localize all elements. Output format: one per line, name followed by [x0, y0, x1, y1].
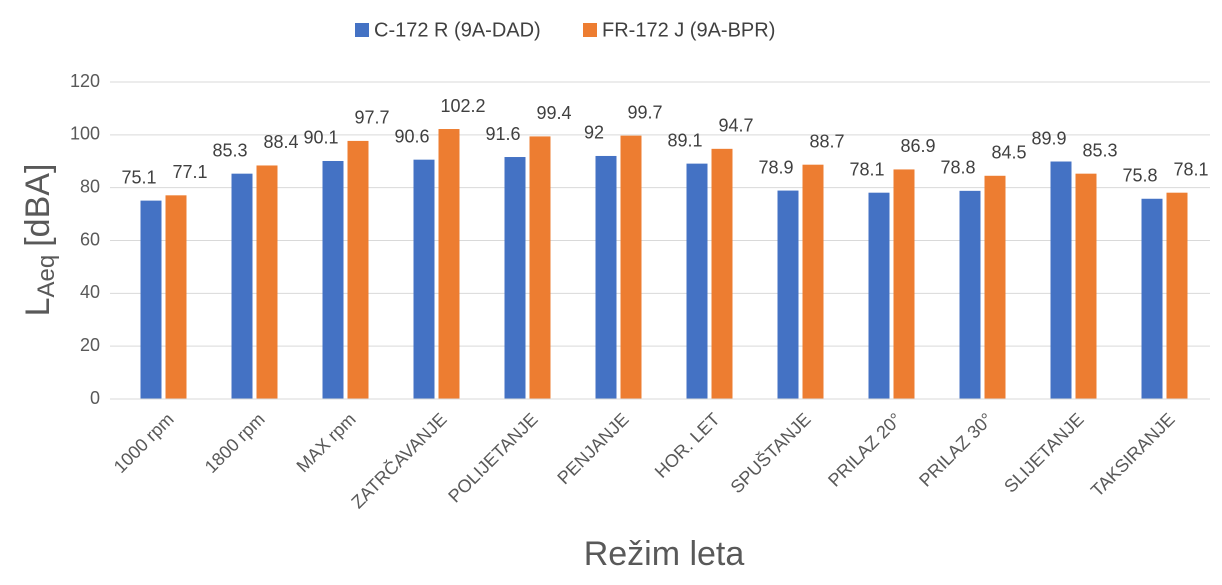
- x-tick-label: 1000 rpm: [110, 409, 178, 477]
- bar: [868, 192, 890, 399]
- bar: [1166, 192, 1188, 399]
- x-tick-label: PRILAZ 20°: [824, 409, 905, 490]
- y-tick-label: 20: [80, 335, 100, 355]
- x-tick-label: HOR. LET: [651, 409, 724, 482]
- value-label: 91.6: [485, 124, 520, 144]
- value-label: 78.8: [940, 158, 975, 178]
- value-label: 75.8: [1122, 166, 1157, 186]
- bar: [140, 200, 162, 399]
- legend-swatch: [355, 23, 369, 37]
- y-tick-label: 0: [90, 388, 100, 408]
- value-label: 78.1: [849, 159, 884, 179]
- value-label: 85.3: [212, 140, 247, 160]
- bar: [231, 173, 253, 399]
- y-tick-label: 60: [80, 229, 100, 249]
- x-tick-label: MAX rpm: [293, 409, 360, 476]
- bar: [893, 169, 915, 399]
- y-axis-title-unit: [dBA]: [19, 164, 57, 247]
- bar: [256, 165, 278, 399]
- value-label: 90.1: [303, 128, 338, 148]
- bar: [1075, 173, 1097, 399]
- bar: [984, 175, 1006, 399]
- value-label: 84.5: [991, 143, 1026, 163]
- x-tick-label: 1800 rpm: [201, 409, 269, 477]
- value-label: 89.9: [1031, 128, 1066, 148]
- y-axis-title-main: L: [19, 297, 57, 316]
- value-label: 99.7: [627, 102, 662, 122]
- bar: [504, 157, 526, 399]
- bar: [529, 136, 551, 399]
- bar: [347, 140, 369, 399]
- bar: [1050, 161, 1072, 399]
- y-tick-label: 120: [70, 71, 100, 91]
- value-label: 102.2: [440, 96, 485, 116]
- x-tick-label: PRILAZ 30°: [915, 409, 996, 490]
- value-label: 88.7: [809, 131, 844, 151]
- y-axis-title: LAeq [dBA]: [19, 164, 60, 317]
- bar: [165, 195, 187, 399]
- value-label: 78.1: [1173, 159, 1208, 179]
- bar: [438, 129, 460, 399]
- legend-swatch: [583, 23, 597, 37]
- x-tick-label: POLIJETANJE: [444, 409, 541, 506]
- value-label: 78.9: [758, 157, 793, 177]
- value-label: 97.7: [354, 108, 389, 128]
- x-tick-label: ZATRČAVANJE: [347, 408, 451, 512]
- bar: [686, 163, 708, 399]
- bar: [595, 155, 617, 399]
- value-label: 77.1: [172, 162, 207, 182]
- legend-label: C-172 R (9A-DAD): [374, 19, 541, 41]
- y-tick-label: 40: [80, 282, 100, 302]
- bar: [959, 190, 981, 399]
- x-tick-label: SPUŠTANJE: [726, 408, 815, 497]
- x-tick-label: SLIJETANJE: [1000, 409, 1087, 496]
- value-label: 88.4: [263, 132, 298, 152]
- x-tick-label: TAKSIRANJE: [1087, 409, 1179, 501]
- value-label: 86.9: [900, 136, 935, 156]
- value-label: 92: [584, 123, 604, 143]
- value-label: 90.6: [394, 126, 429, 146]
- bar: [620, 135, 642, 399]
- bar: [413, 159, 435, 399]
- value-label: 99.4: [536, 103, 571, 123]
- y-axis-title-subscript: Aeq: [33, 255, 60, 298]
- y-tick-label: 100: [70, 124, 100, 144]
- x-tick-label: PENJANJE: [553, 409, 632, 488]
- bar: [322, 160, 344, 399]
- bar: [802, 164, 824, 399]
- legend-label: FR-172 J (9A-BPR): [602, 19, 775, 41]
- value-label: 94.7: [718, 116, 753, 136]
- x-axis-title: Režim leta: [584, 535, 745, 573]
- y-tick-label: 80: [80, 176, 100, 196]
- value-label: 75.1: [121, 167, 156, 187]
- bar: [777, 190, 799, 399]
- bar: [1141, 198, 1163, 399]
- bar: [711, 148, 733, 399]
- value-label: 85.3: [1082, 140, 1117, 160]
- value-label: 89.1: [667, 130, 702, 150]
